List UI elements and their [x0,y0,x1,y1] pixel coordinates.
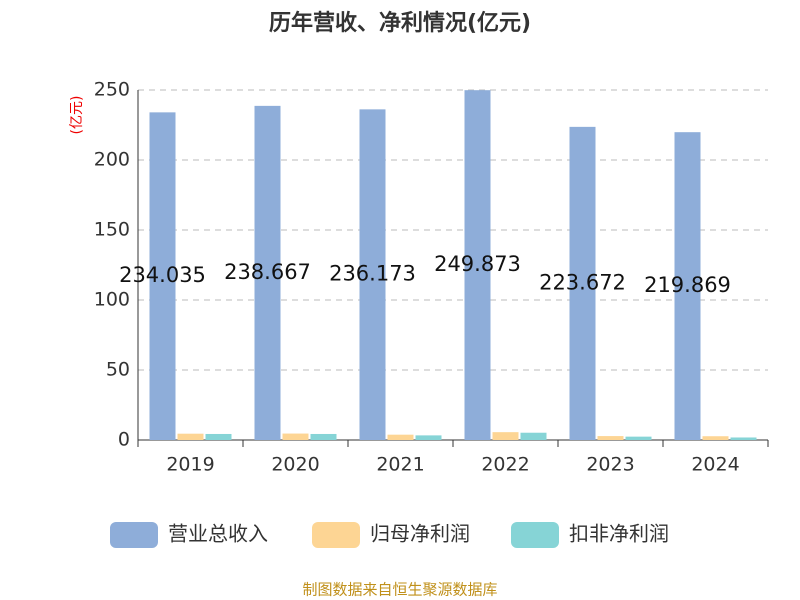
legend-swatch [511,522,559,548]
y-tick-label: 50 [106,359,130,381]
data-label: 234.035 [119,263,206,287]
bar [730,437,757,440]
y-tick-label: 250 [94,79,130,101]
bar [359,109,386,441]
y-tick-label: 200 [94,149,130,171]
bar [464,90,491,441]
bar [205,433,232,440]
bar [702,436,729,440]
bar [387,434,414,440]
data-label: 249.873 [434,252,521,276]
bar [282,433,309,440]
legend-label: 营业总收入 [168,522,268,546]
legend-label: 归母净利润 [370,522,470,546]
y-tick-label: 150 [94,219,130,241]
y-tick-label: 0 [118,429,130,451]
data-label: 236.173 [329,262,416,286]
x-tick-label: 2022 [481,454,529,476]
legend-swatch [312,522,360,548]
x-tick-label: 2023 [586,454,634,476]
bar [569,126,596,441]
legend-label: 扣非净利润 [569,522,669,546]
bar [492,432,519,440]
bar [520,432,547,440]
legend-swatch [110,522,158,548]
data-label: 219.869 [644,273,731,297]
bar [415,435,442,440]
bar [625,436,652,440]
y-tick-label: 100 [94,289,130,311]
chart-title: 历年营收、净利情况(亿元) [269,10,531,36]
x-tick-label: 2019 [166,454,214,476]
bar [597,436,624,440]
y-axis-label: (亿元) [69,96,85,135]
bar [674,132,701,440]
data-label: 223.672 [539,270,626,294]
data-label: 238.667 [224,260,311,284]
x-tick-label: 2020 [271,454,319,476]
bar [177,433,204,440]
bar [254,105,281,440]
x-tick-label: 2024 [691,454,739,476]
bar [310,433,337,440]
bar [149,112,176,440]
source-note: 制图数据来自恒生聚源数据库 [302,581,497,599]
x-tick-label: 2021 [376,454,424,476]
